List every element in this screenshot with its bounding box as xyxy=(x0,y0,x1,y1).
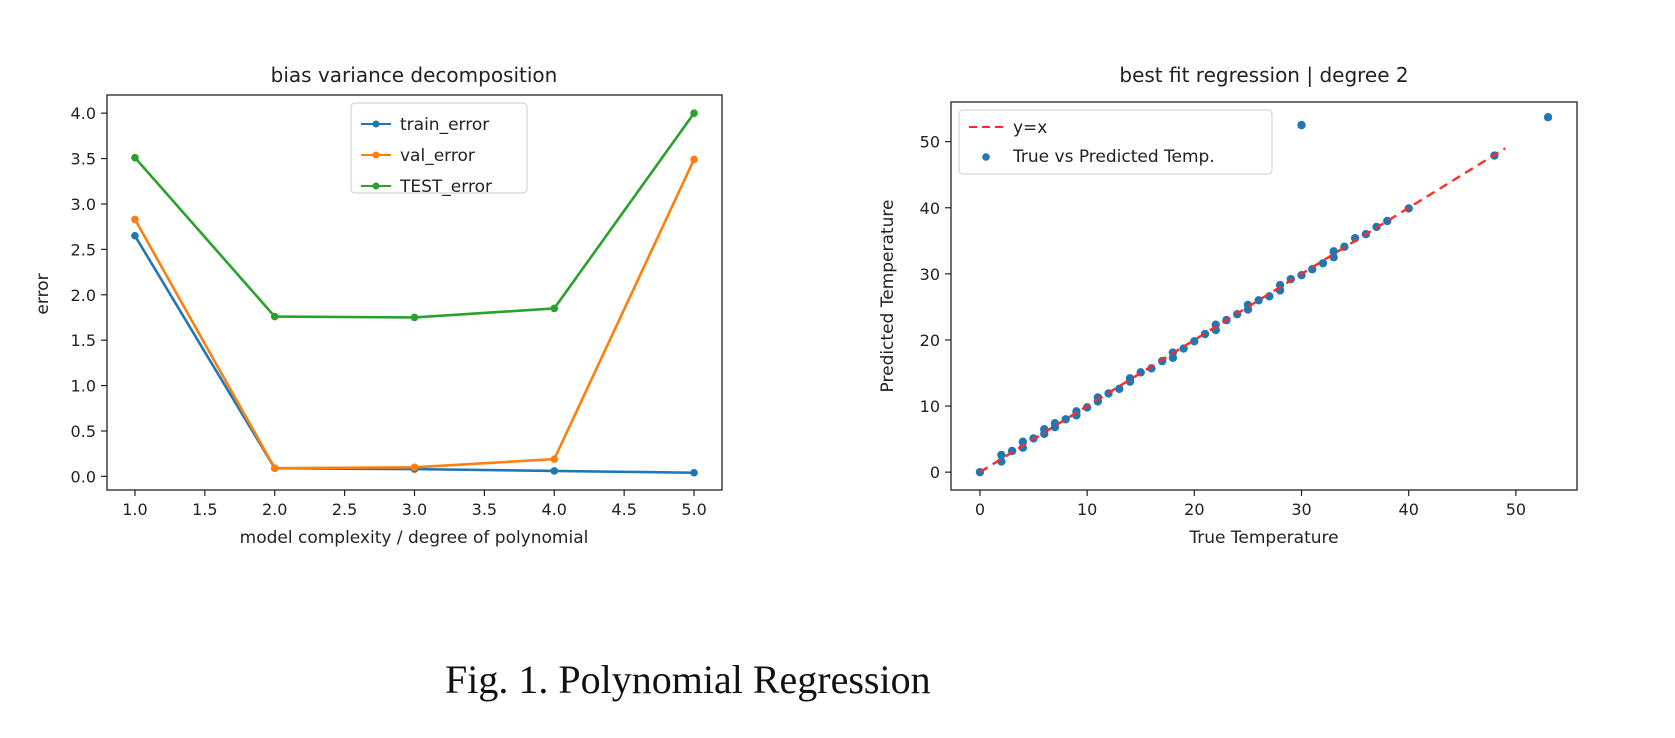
y-ticks: 0 10 20 30 40 50 xyxy=(920,133,951,482)
y-tick-label: 0.5 xyxy=(71,422,96,441)
y-tick-label: 50 xyxy=(920,133,940,152)
y-axis-label: error xyxy=(33,273,53,314)
x-tick-label: 4.5 xyxy=(611,500,636,519)
scatter-point xyxy=(1190,337,1199,346)
x-axis-label: model complexity / degree of polynomial xyxy=(240,528,589,548)
y-tick-label: 3.5 xyxy=(71,150,96,169)
y-tick-label: 2.5 xyxy=(71,240,96,259)
x-tick-label: 1.0 xyxy=(122,500,147,519)
scatter-point xyxy=(997,450,1006,460)
legend-label-train: train_error xyxy=(400,115,489,135)
x-tick-label: 3.0 xyxy=(402,500,427,519)
x-tick-label: 0 xyxy=(975,500,985,519)
series-group xyxy=(975,113,1553,477)
x-tick-label: 50 xyxy=(1506,500,1526,519)
chart-title: best fit regression | degree 2 xyxy=(1119,63,1408,87)
data-point-train_error xyxy=(690,468,698,477)
y-tick-label: 0.0 xyxy=(71,467,96,486)
data-point-val_error xyxy=(270,464,279,473)
figure-caption: Fig. 1. Polynomial Regression xyxy=(445,657,931,702)
legend-box xyxy=(350,102,528,194)
x-tick-label: 1.5 xyxy=(192,500,217,519)
x-ticks: 1.0 1.5 2.0 2.5 3.0 3.5 4.0 4.5 5.0 xyxy=(122,490,707,519)
legend-label-scatter: True vs Predicted Temp. xyxy=(1012,147,1215,167)
legend-marker-train xyxy=(372,120,380,128)
scatter-point xyxy=(1200,329,1210,339)
scatter-point xyxy=(1329,247,1338,256)
legend-label-val: val_error xyxy=(400,146,475,166)
y-tick-label: 2.0 xyxy=(71,286,96,305)
y-tick-label: 4.0 xyxy=(71,104,96,123)
data-point-TEST_error xyxy=(690,109,698,117)
legend: train_error val_error TEST_error xyxy=(350,102,528,197)
data-point-TEST_error xyxy=(131,153,139,162)
data-point-TEST_error xyxy=(270,312,279,321)
x-tick-label: 2.0 xyxy=(262,500,287,519)
series-line-train_error xyxy=(133,235,695,475)
plot-frame xyxy=(950,101,1578,491)
legend-label-line: y=x xyxy=(1013,118,1047,138)
data-point-val_error xyxy=(690,155,698,164)
x-tick-label: 3.5 xyxy=(472,500,497,519)
scatter-point xyxy=(1125,374,1135,383)
x-tick-label: 5.0 xyxy=(681,500,706,519)
data-point-val_error xyxy=(410,463,419,472)
chart-title: bias variance decomposition xyxy=(271,63,558,87)
scatter-point xyxy=(1297,120,1306,130)
y-ticks: 0.0 0.5 1.0 1.5 2.0 2.5 3.0 3.5 4.0 xyxy=(71,104,107,486)
x-tick-label: 40 xyxy=(1399,500,1419,519)
legend: y=x True vs Predicted Temp. xyxy=(958,109,1273,175)
legend-box xyxy=(958,109,1273,175)
reference-line-y-equals-x xyxy=(979,147,1506,474)
legend-marker-test xyxy=(372,182,380,190)
data-point-train_error xyxy=(550,467,559,475)
y-tick-label: 1.0 xyxy=(71,377,96,396)
series-group xyxy=(131,109,698,477)
y-tick-label: 3.0 xyxy=(71,195,96,214)
data-point-TEST_error xyxy=(550,304,559,313)
x-tick-label: 2.5 xyxy=(332,500,357,519)
scatter-point xyxy=(1243,300,1253,310)
scatter-point xyxy=(1543,113,1553,122)
x-axis-label: True Temperature xyxy=(1188,528,1338,548)
x-tick-label: 4.0 xyxy=(542,500,567,519)
x-tick-label: 20 xyxy=(1184,500,1204,519)
x-tick-label: 10 xyxy=(1077,500,1097,519)
legend-marker-scatter xyxy=(982,153,990,161)
scatter-point xyxy=(1318,259,1328,268)
data-point-train_error xyxy=(131,231,139,240)
x-tick-label: 30 xyxy=(1291,500,1311,519)
y-tick-label: 1.5 xyxy=(71,331,96,350)
best-fit-chart: best fit regression | degree 2 True Temp… xyxy=(878,63,1578,548)
y-axis-label: Predicted Temperature xyxy=(878,200,898,393)
y-tick-label: 20 xyxy=(920,331,940,350)
legend-marker-val xyxy=(372,151,380,159)
data-point-val_error xyxy=(550,455,559,463)
y-tick-label: 30 xyxy=(920,265,940,284)
y-tick-label: 10 xyxy=(920,397,940,416)
y-tick-label: 0 xyxy=(930,463,940,482)
legend-label-test: TEST_error xyxy=(399,177,492,197)
scatter-point xyxy=(1115,384,1124,394)
bias-variance-chart: bias variance decomposition model comple… xyxy=(33,63,723,548)
y-tick-label: 40 xyxy=(920,199,940,218)
data-point-TEST_error xyxy=(410,313,419,322)
x-ticks: 0 10 20 30 40 50 xyxy=(975,490,1526,519)
data-point-val_error xyxy=(131,215,139,224)
